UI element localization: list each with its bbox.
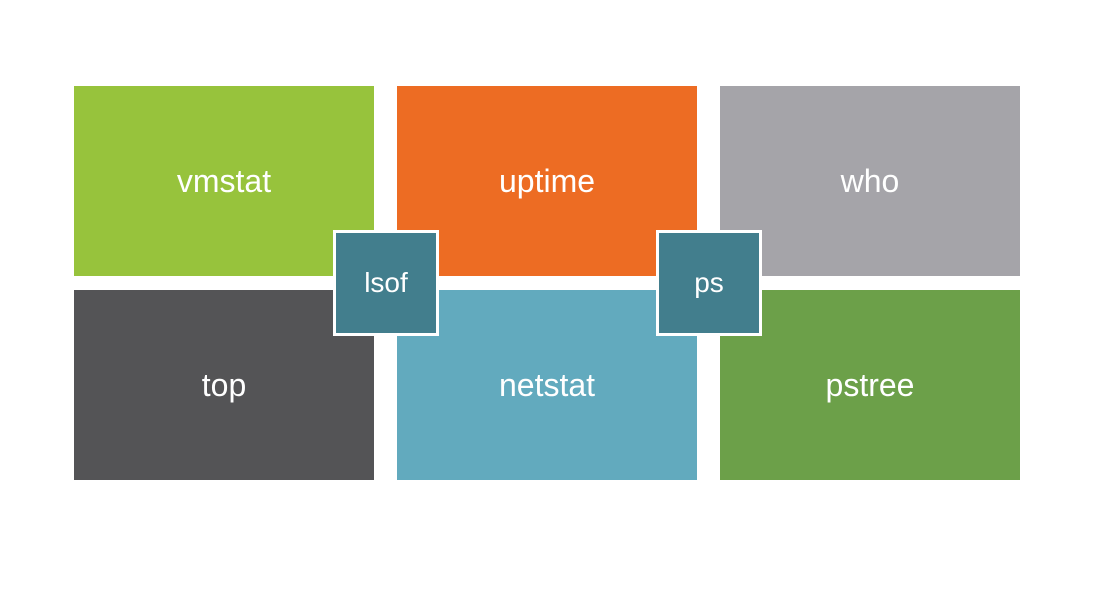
tile-label: pstree [826,367,915,404]
tile-label: uptime [499,163,595,200]
diagram-container: vmstat uptime who top netstat pstree lso… [74,86,1020,480]
tile-label: netstat [499,367,595,404]
tile-label: lsof [364,267,408,299]
tile-ps: ps [656,230,762,336]
tile-vmstat: vmstat [74,86,374,276]
tile-uptime: uptime [397,86,697,276]
tile-label: ps [694,267,724,299]
tile-label: top [202,367,246,404]
tile-lsof: lsof [333,230,439,336]
tile-top: top [74,290,374,480]
tile-who: who [720,86,1020,276]
tile-pstree: pstree [720,290,1020,480]
tile-label: who [841,163,900,200]
tile-netstat: netstat [397,290,697,480]
tile-label: vmstat [177,163,271,200]
